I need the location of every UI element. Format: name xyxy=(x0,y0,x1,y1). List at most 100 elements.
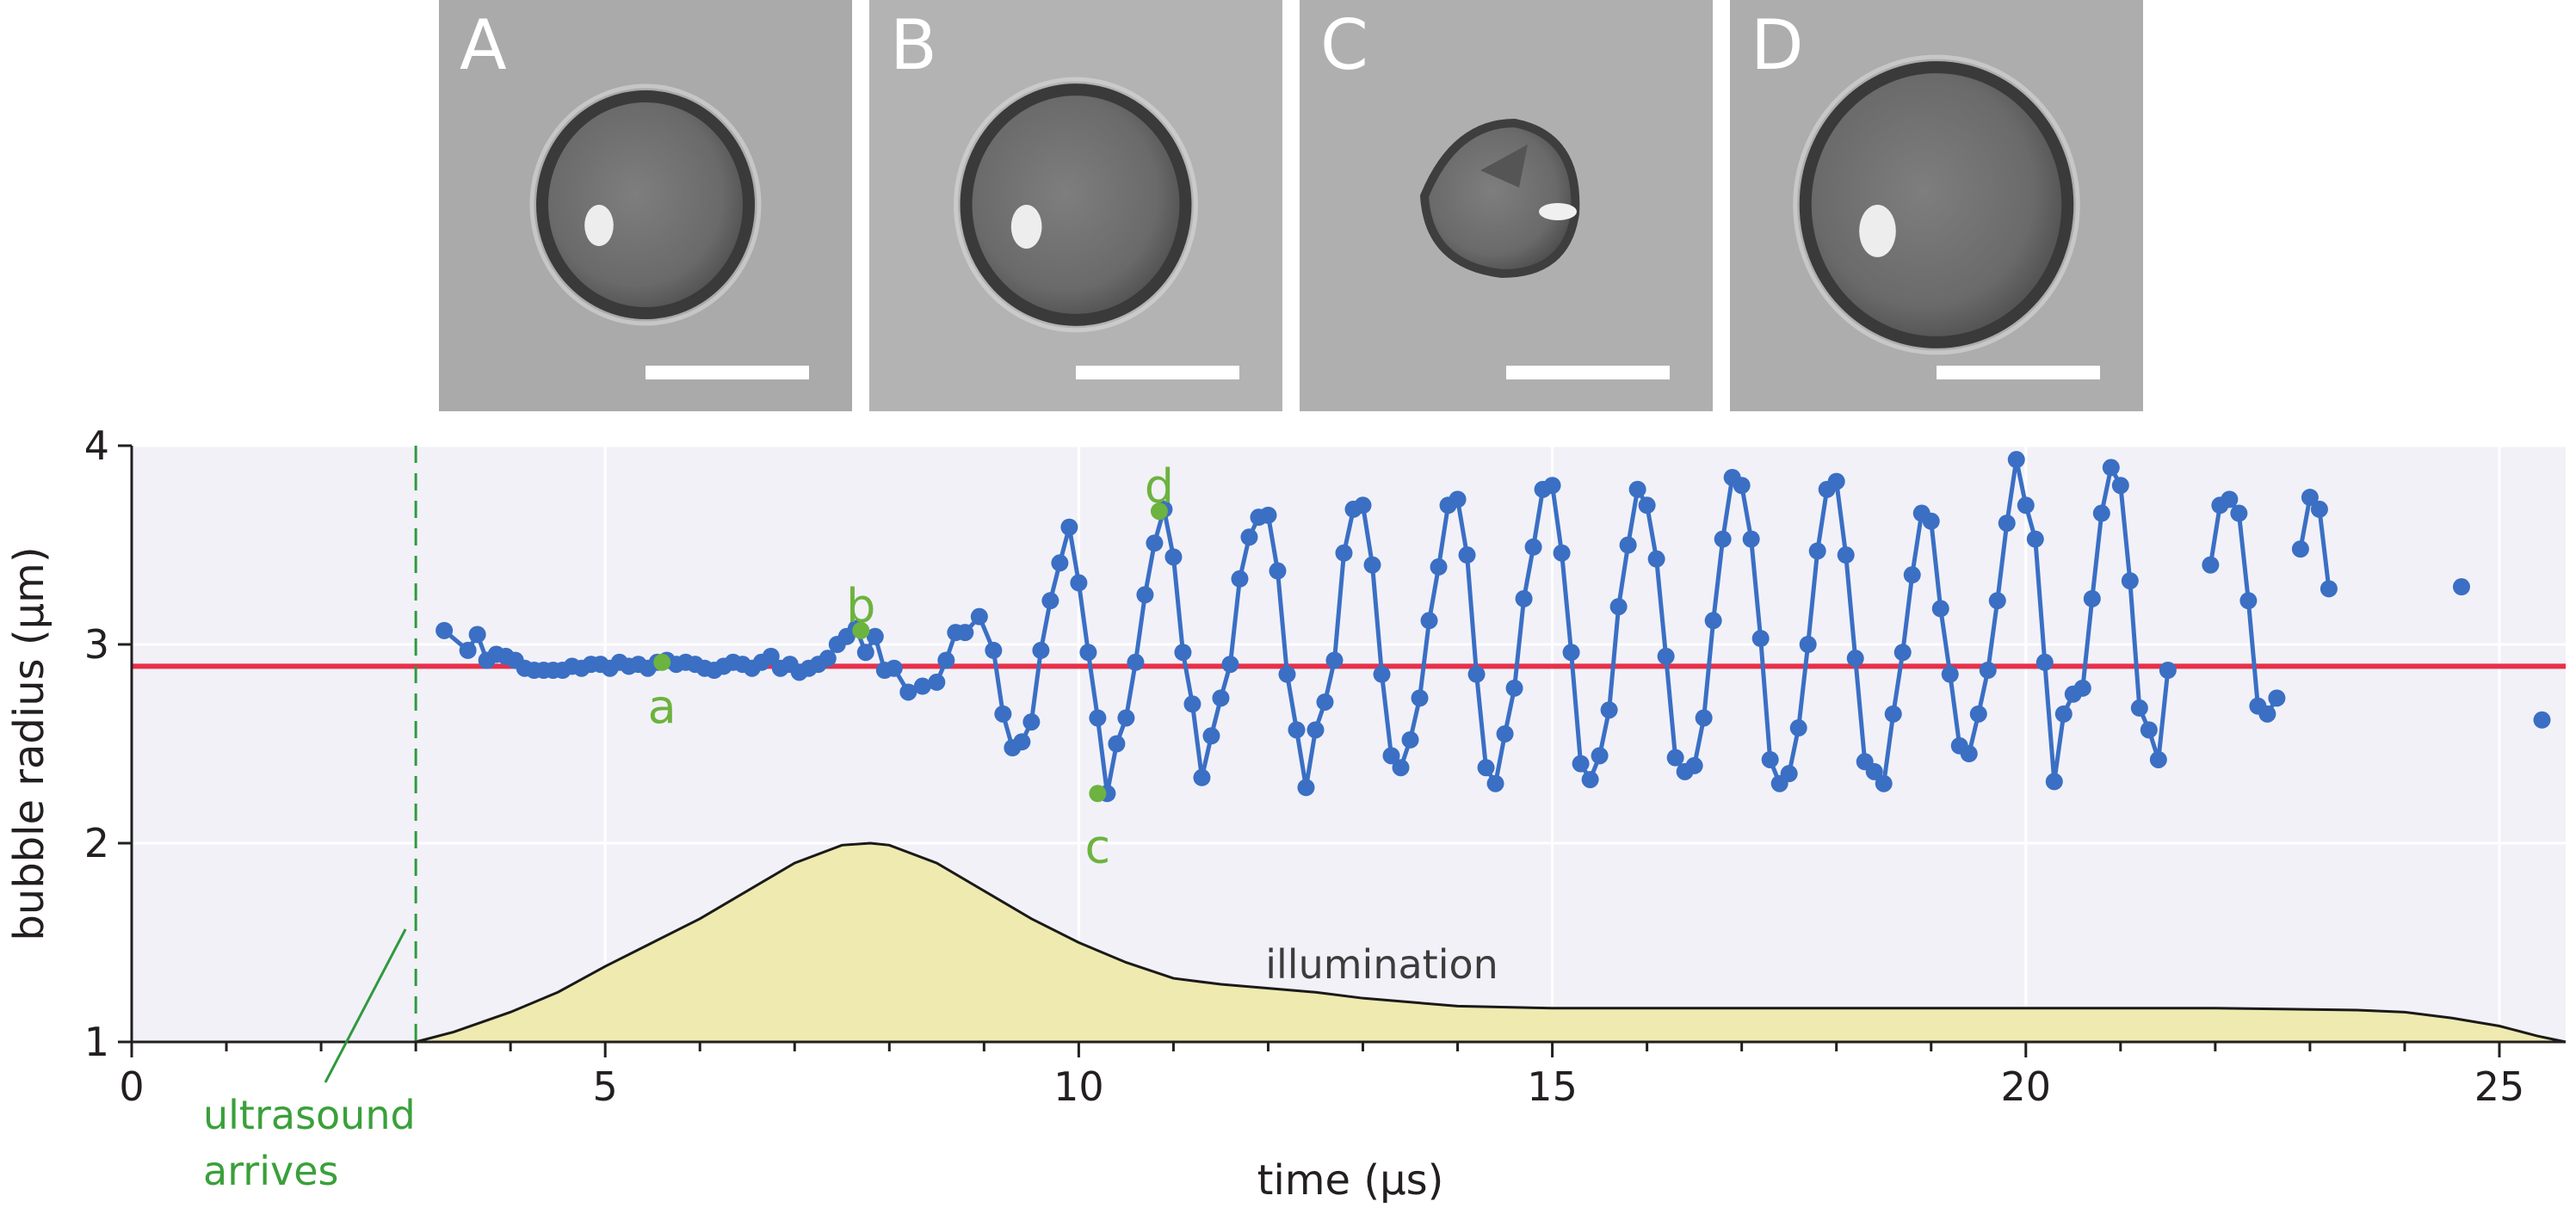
data-point xyxy=(2102,459,2120,477)
bubble-shape xyxy=(960,83,1192,326)
data-point xyxy=(899,683,917,701)
data-point xyxy=(1430,558,1448,576)
scale-bar xyxy=(646,366,809,379)
data-point xyxy=(1685,756,1703,774)
highlighted-point-label-c: c xyxy=(1085,819,1111,873)
data-point xyxy=(436,621,454,639)
data-point xyxy=(1591,747,1609,765)
radius-chart: a b c d 1 2 3 4 0 5 10 15 20 25 illumination ultraso… xyxy=(5,422,2567,1205)
data-point xyxy=(1543,477,1561,495)
data-point xyxy=(1562,644,1580,662)
data-point xyxy=(1941,665,1959,683)
scale-bar xyxy=(1076,366,1239,379)
data-point xyxy=(937,651,955,669)
bubble-highlight xyxy=(584,205,614,246)
data-point xyxy=(1988,592,2006,610)
arrival-pointer-line xyxy=(324,928,407,1083)
data-point xyxy=(1316,693,1334,711)
data-point xyxy=(1572,755,1590,773)
data-point xyxy=(459,641,477,659)
data-point xyxy=(1174,644,1192,662)
x-tick-label: 0 xyxy=(119,1063,144,1110)
data-point xyxy=(1307,721,1325,739)
bubble-halo xyxy=(1793,54,2080,355)
data-point xyxy=(1136,586,1154,604)
data-point xyxy=(856,644,874,662)
y-tick-label: 2 xyxy=(84,820,109,866)
illumination-outline xyxy=(132,841,2567,1044)
highlighted-point-label-b: b xyxy=(846,579,875,633)
data-point xyxy=(2092,504,2110,522)
data-point xyxy=(970,607,988,625)
data-point xyxy=(1051,554,1069,572)
data-point xyxy=(1647,550,1665,568)
data-point xyxy=(2121,572,2139,590)
data-point xyxy=(2268,689,2286,707)
data-point xyxy=(1553,544,1571,562)
panel-label: C xyxy=(1320,5,1368,85)
x-tick-label: 15 xyxy=(1527,1063,1578,1110)
data-point xyxy=(2258,705,2276,723)
data-point xyxy=(1363,556,1381,574)
bubble-shape xyxy=(1799,61,2074,348)
data-point xyxy=(1089,709,1107,727)
x-tick-label: 5 xyxy=(593,1063,618,1110)
data-point xyxy=(1609,598,1628,616)
data-point xyxy=(1013,733,1031,751)
panel-label: A xyxy=(460,5,507,85)
data-point xyxy=(2111,477,2129,495)
data-point xyxy=(1269,562,1287,580)
data-point xyxy=(1875,774,1893,792)
radius-series-points xyxy=(436,451,2551,803)
arrival-label-line-1: ultrasound xyxy=(203,1092,416,1138)
data-point xyxy=(1742,530,1760,548)
data-point xyxy=(2130,699,2148,717)
data-point xyxy=(1704,612,1722,630)
data-point xyxy=(1808,542,1826,560)
data-point xyxy=(1259,506,1277,524)
data-point xyxy=(2221,490,2239,508)
data-point xyxy=(2159,662,2177,680)
highlighted-point-c xyxy=(1089,785,1107,803)
data-point xyxy=(2140,721,2158,739)
data-point xyxy=(1335,544,1353,562)
data-point xyxy=(1477,759,1495,777)
data-point xyxy=(2045,773,2063,791)
micrograph-panel-D: D xyxy=(1730,0,2143,411)
data-point xyxy=(2310,500,2328,518)
data-point xyxy=(1761,750,1779,768)
data-point xyxy=(1600,701,1618,719)
data-point xyxy=(1278,665,1296,683)
data-point xyxy=(1780,765,1798,783)
data-point xyxy=(1467,665,1486,683)
data-point xyxy=(2533,711,2551,729)
bubble-highlight xyxy=(1010,205,1042,249)
data-point xyxy=(1060,518,1078,536)
micrograph-panel-B: B xyxy=(869,0,1282,411)
data-point xyxy=(1799,636,1817,653)
data-point xyxy=(1827,472,1845,490)
data-point xyxy=(1789,719,1807,737)
highlighted-point-label-d: d xyxy=(1145,459,1174,514)
scale-bar xyxy=(1937,366,2100,379)
data-point xyxy=(1515,589,1533,607)
data-point xyxy=(2026,530,2044,548)
micrograph-panel-C: C xyxy=(1300,0,1713,411)
data-point xyxy=(1638,496,1656,515)
data-point xyxy=(2239,592,2258,610)
data-point xyxy=(1695,709,1713,727)
data-point xyxy=(2054,705,2073,723)
y-tick-label: 4 xyxy=(84,422,109,469)
data-point xyxy=(2291,540,2309,558)
data-point xyxy=(1231,570,1249,588)
data-point xyxy=(2301,489,2319,507)
data-point xyxy=(1041,592,1059,610)
data-point xyxy=(1401,730,1419,749)
data-point xyxy=(1931,600,1949,618)
data-point xyxy=(1079,644,1097,662)
data-point xyxy=(1903,566,1921,584)
data-point xyxy=(1108,735,1126,753)
bubble-halo xyxy=(954,77,1198,333)
data-point xyxy=(1837,546,1855,564)
data-point xyxy=(2230,504,2248,522)
